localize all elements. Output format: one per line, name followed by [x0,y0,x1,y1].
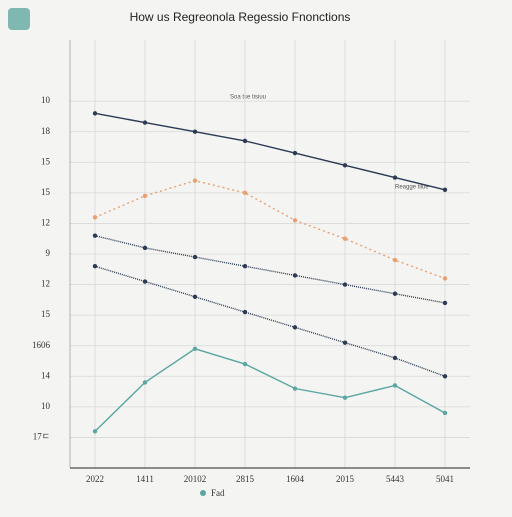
data-point [92,264,98,269]
x-tick-label: 1604 [286,474,305,484]
y-tick-label: 17ㄷ [33,431,50,441]
data-point [392,175,398,180]
app-icon [8,8,30,30]
data-point [392,355,398,361]
y-tick-label: 14 [41,370,51,380]
data-point [192,178,198,183]
data-point [242,264,248,269]
data-point [442,300,448,306]
data-point [192,254,198,260]
data-point [292,386,298,391]
series-line [94,348,446,432]
data-point [292,218,298,223]
data-point [242,190,248,196]
y-tick-label: 10 [41,95,51,105]
x-tick-label: 1411 [136,474,154,484]
annotation: Reagge tilue [395,185,429,191]
y-tick-label: 10 [41,401,51,411]
y-tick-label: 12 [41,217,50,227]
y-tick-label: 1606 [32,340,51,350]
data-point [192,129,198,134]
y-tick-label: 9 [46,248,51,258]
data-point [92,233,98,238]
series-line [94,234,446,304]
x-tick-label: 5443 [386,474,405,484]
data-point [142,380,148,385]
data-point [242,309,248,315]
x-tick-label: 2015 [336,474,355,484]
legend-label: Fad [211,488,225,498]
data-point [342,395,348,400]
data-point [242,138,248,144]
x-tick-label: 2815 [236,474,255,484]
legend-swatch [200,490,206,496]
data-point [442,410,448,416]
data-point [442,276,448,281]
data-point [342,340,348,345]
data-point [92,111,98,116]
annotation: Soa tse tisiuu [230,95,266,101]
data-point [192,294,198,299]
data-point [442,187,448,192]
data-point [342,163,348,168]
data-point [292,325,298,330]
data-point [292,150,298,156]
data-point [142,120,148,125]
data-point [92,215,98,220]
y-tick-label: 15 [41,187,51,197]
series-line [94,112,446,191]
data-point [292,273,298,278]
x-tick-label: 20102 [184,474,207,484]
data-point [142,193,148,199]
data-point [142,245,148,251]
y-tick-label: 12 [41,279,50,289]
data-point [342,282,348,287]
data-point [242,361,248,367]
series-line [94,265,446,377]
y-tick-label: 18 [41,126,51,136]
x-tick-label: 5041 [436,474,454,484]
data-point [142,279,148,284]
data-point [342,236,348,241]
data-point [192,346,198,351]
x-tick-label: 2022 [86,474,104,484]
y-tick-label: 15 [41,156,51,166]
data-point [392,291,398,296]
series-line [94,179,446,280]
y-tick-label: 15 [41,309,51,319]
data-point [442,374,448,379]
data-point [392,257,398,263]
data-point [392,383,398,388]
data-point [92,429,98,434]
chart-title: How us Regreonola Regessio Fnonctions [130,10,351,24]
